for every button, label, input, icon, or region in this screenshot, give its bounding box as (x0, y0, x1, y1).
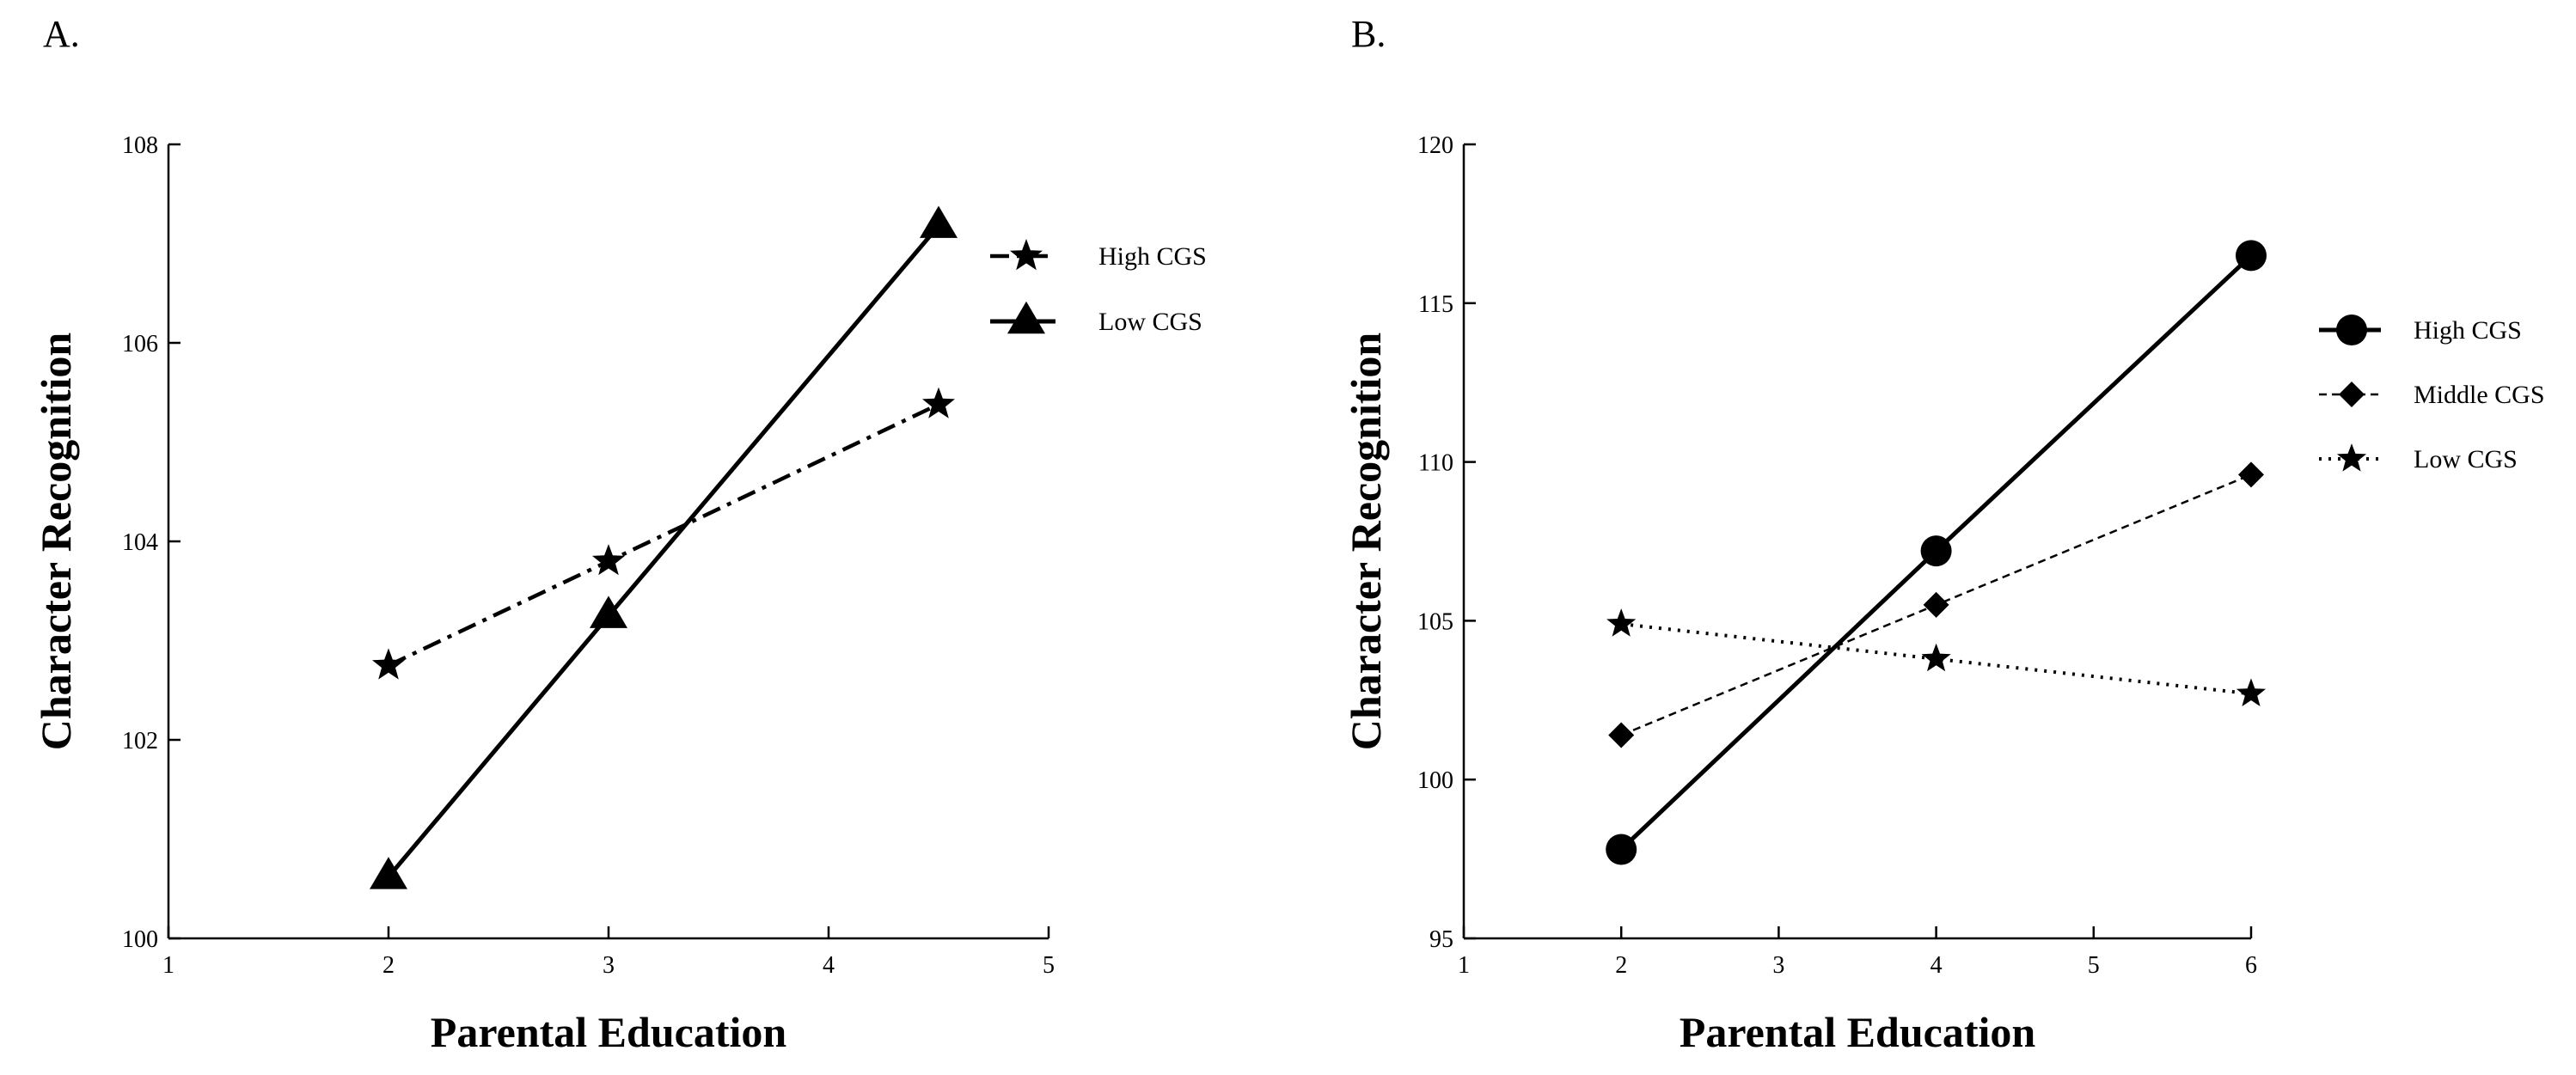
x-tick-label: 2 (1615, 952, 1627, 979)
data-point-high-cgs (2236, 240, 2267, 272)
y-tick-label: 104 (122, 529, 158, 556)
x-axis-title: Parental Education (1680, 1008, 2036, 1056)
series-line-high-cgs (388, 402, 939, 668)
data-point-middle-cgs (1923, 591, 1949, 618)
y-tick-label: 95 (1429, 926, 1453, 953)
y-tick-label: 102 (122, 728, 158, 754)
x-axis-title: Parental Education (431, 1008, 787, 1056)
legend-marker-high-cgs (1010, 239, 1043, 271)
data-point-high-cgs (922, 387, 955, 418)
x-tick-label: 6 (2245, 952, 2257, 979)
legend-marker-low-cgs (1007, 301, 1045, 334)
x-tick-label: 5 (1043, 952, 1055, 979)
x-tick-label: 3 (1772, 952, 1784, 979)
x-tick-label: 2 (382, 952, 395, 979)
legend-marker-middle-cgs (2339, 382, 2365, 407)
panel-a: A. 100 102 104 106 108 1 2 3 4 5 Parental Education… (32, 13, 1207, 1056)
y-tick-label: 110 (1418, 450, 1453, 477)
legend-label-high-cgs: High CGS (1098, 242, 1207, 271)
y-tick-label: 106 (122, 331, 158, 357)
data-point-high-cgs (372, 648, 405, 680)
legend-label-low-cgs: Low CGS (2414, 445, 2518, 473)
y-tick-label: 100 (1417, 767, 1453, 794)
y-tick-label: 105 (1417, 608, 1453, 635)
data-point-high-cgs (1606, 834, 1637, 865)
series-line-low-cgs (1620, 622, 2252, 696)
x-tick-label: 5 (2088, 952, 2100, 979)
series-line-low-cgs (387, 224, 940, 879)
data-point-low-cgs (370, 857, 407, 889)
x-tick-label: 4 (1930, 952, 1943, 979)
legend-label-middle-cgs: Middle CGS (2414, 381, 2545, 409)
data-point-high-cgs (1920, 535, 1952, 567)
legend-label-high-cgs: High CGS (2414, 316, 2522, 345)
y-axis-title: Character Recognition (32, 333, 80, 751)
y-tick-label: 100 (122, 926, 158, 953)
data-point-low-cgs (920, 205, 958, 238)
data-point-high-cgs (592, 544, 625, 576)
panel-label: B. (1351, 13, 1386, 55)
y-tick-label: 108 (122, 132, 158, 159)
panel-label: A. (43, 13, 80, 55)
x-tick-label: 3 (603, 952, 615, 979)
legend-marker-low-cgs (2336, 443, 2367, 472)
legend-marker-high-cgs (2336, 315, 2367, 345)
data-point-low-cgs (2236, 678, 2267, 706)
panel-b: B. 95 100 105 110 115 120 1 2 3 4 5 6 Parental Educat… (1342, 13, 2545, 1056)
data-point-middle-cgs (2238, 461, 2264, 488)
x-tick-label: 4 (823, 952, 835, 979)
x-tick-label: 1 (1458, 952, 1470, 979)
data-point-low-cgs (590, 596, 627, 628)
y-tick-label: 115 (1418, 291, 1453, 318)
y-axis-title: Character Recognition (1342, 333, 1390, 751)
y-tick-label: 120 (1417, 132, 1453, 159)
data-point-low-cgs (1921, 643, 1951, 672)
data-point-low-cgs (1606, 608, 1637, 637)
data-point-middle-cgs (1608, 722, 1635, 748)
legend-label-low-cgs: Low CGS (1098, 308, 1202, 336)
x-tick-label: 1 (162, 952, 174, 979)
